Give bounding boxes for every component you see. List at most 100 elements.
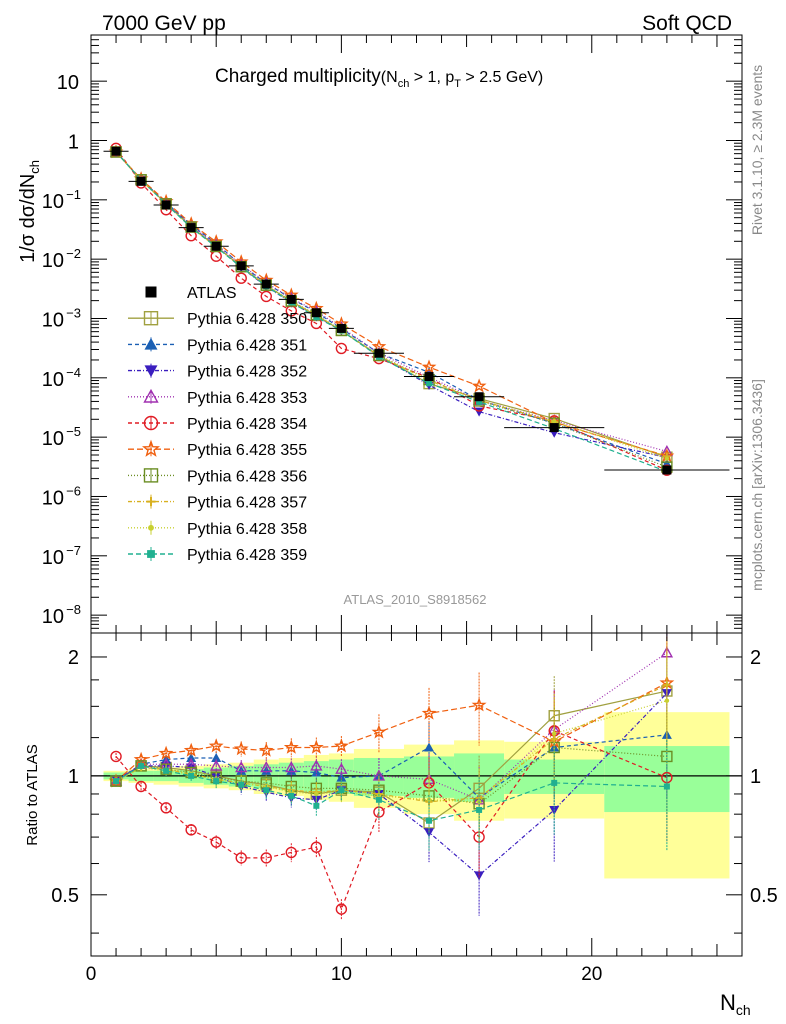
legend: ATLAS Pythia 6.428 350 Pythia 6.428 351 Pyt… bbox=[128, 285, 307, 564]
legend-label-1: Pythia 6.428 350 bbox=[187, 311, 307, 328]
legend-entry-10: Pythia 6.428 359 bbox=[128, 547, 307, 564]
series-9-ratio-point-0 bbox=[113, 778, 120, 785]
series-3-ratio-point-6 bbox=[260, 761, 273, 773]
legend-entry-4: Pythia 6.428 353 bbox=[128, 388, 307, 407]
legend-entry-7: Pythia 6.428 356 bbox=[128, 468, 307, 485]
atlas-point-12 bbox=[474, 392, 484, 402]
series-2-main-line bbox=[115, 151, 668, 459]
series-9-ratio-point-6 bbox=[263, 787, 270, 794]
legend-label-3: Pythia 6.428 352 bbox=[187, 364, 307, 381]
atlas-point-8 bbox=[311, 308, 321, 318]
y-tick-label-7: 10 −1 bbox=[42, 187, 81, 213]
legend-entry-3: Pythia 6.428 352 bbox=[128, 363, 307, 381]
series-0-main-line bbox=[115, 151, 668, 458]
legend-label-0: ATLAS bbox=[187, 285, 237, 302]
y-tick-label-5: 10 −3 bbox=[42, 305, 81, 331]
series-8-main bbox=[113, 149, 670, 461]
atlas-point-10 bbox=[374, 348, 384, 358]
x-tick-label-10: 10 bbox=[331, 964, 352, 985]
series-5-ratio-point-2 bbox=[158, 745, 174, 760]
series-6-ratio-point-0 bbox=[110, 775, 122, 787]
energy-label: 7000 GeV pp bbox=[102, 12, 226, 35]
legend-label-5: Pythia 6.428 354 bbox=[187, 416, 307, 433]
legend-entry-0: ATLAS bbox=[145, 285, 237, 302]
series-5-ratio-point-11 bbox=[421, 705, 437, 720]
series-1-ratio-point-6 bbox=[261, 765, 272, 775]
series-4-ratio-point-1 bbox=[135, 780, 147, 793]
chart-title-main: Charged multiplicity bbox=[215, 66, 381, 87]
series-9-ratio-point-7 bbox=[288, 792, 295, 799]
y-tick-label-mantissa-4: 10 bbox=[42, 369, 64, 391]
atlas-point-7 bbox=[286, 294, 296, 304]
series-2-ratio-point-12 bbox=[474, 871, 485, 881]
series-9-ratio-point-2 bbox=[163, 767, 170, 774]
y-tick-label-exponent-4: −4 bbox=[66, 365, 81, 380]
y-tick-label-9: 10 bbox=[57, 72, 79, 94]
y-tick-label-mantissa-7: 10 bbox=[42, 191, 64, 213]
series-5-main bbox=[108, 144, 675, 463]
y-tick-label-0: 10 −8 bbox=[42, 602, 81, 628]
series-3-ratio-point-5 bbox=[235, 761, 248, 773]
series-1-ratio-point-3 bbox=[186, 752, 197, 762]
series-9-ratio-point-9 bbox=[338, 787, 345, 794]
series-9-ratio-point-3 bbox=[188, 772, 195, 779]
atlas-point-5 bbox=[236, 261, 246, 271]
chart-title: Charged multiplicity(Nch > 1, pT > 2.5 G… bbox=[215, 66, 543, 90]
y-tick-label-mantissa-6: 10 bbox=[42, 250, 64, 272]
series-1-ratio-point-7 bbox=[286, 765, 297, 775]
y-axis-label-sub: ch bbox=[27, 160, 42, 174]
series-5-ratio-point-12 bbox=[471, 697, 487, 712]
series-4-main-point-6 bbox=[260, 290, 272, 303]
series-3-ratio-point-7 bbox=[285, 761, 298, 773]
series-9-ratio-point-13 bbox=[551, 779, 558, 786]
analysis-id-label: ATLAS_2010_S8918562 bbox=[344, 592, 487, 607]
ratio-tick-label-left-0: 0.5 bbox=[51, 885, 79, 907]
legend-entry-9: Pythia 6.428 358 bbox=[128, 520, 307, 538]
series-5-ratio-point-4 bbox=[208, 738, 224, 753]
series-9-ratio-point-12 bbox=[476, 806, 483, 813]
ratio-tick-label-right-1: 1 bbox=[750, 766, 761, 788]
y-tick-label-8: 1 bbox=[68, 131, 79, 153]
ratio-tick-label-left-1: 1 bbox=[68, 766, 79, 788]
mcplots-reference-label: mcplots.cern.ch [arXiv:1306.3436] bbox=[749, 379, 765, 591]
legend-marker-7 bbox=[143, 468, 159, 483]
series-4-ratio-point-0 bbox=[110, 750, 122, 763]
legend-entry-2: Pythia 6.428 351 bbox=[128, 337, 307, 354]
series-5-main-line bbox=[115, 151, 668, 457]
x-axis-label-sub: ch bbox=[736, 1002, 751, 1018]
y-tick-label-exponent-5: −3 bbox=[66, 305, 81, 320]
legend-marker-1 bbox=[143, 311, 159, 326]
y-tick-label-mantissa-1: 10 bbox=[42, 547, 64, 569]
chart-title-cut-sub2: T bbox=[454, 78, 461, 90]
atlas-point-0 bbox=[111, 146, 121, 156]
series-5-ratio-point-8 bbox=[308, 739, 324, 754]
series-8-main-line bbox=[115, 151, 668, 460]
y-tick-label-mantissa-0: 10 bbox=[42, 606, 64, 628]
legend-label-8: Pythia 6.428 357 bbox=[187, 495, 307, 512]
legend-entry-8: Pythia 6.428 357 bbox=[128, 494, 307, 512]
series-4-ratio-point-5 bbox=[235, 852, 247, 864]
series-1-ratio-point-9 bbox=[336, 772, 347, 782]
series-4-ratio-point-7 bbox=[285, 846, 298, 859]
ratio-y-axis-label: Ratio to ATLAS bbox=[24, 744, 41, 845]
y-tick-label-mantissa-2: 10 bbox=[42, 487, 64, 509]
y-tick-label-exponent-7: −1 bbox=[66, 187, 81, 202]
series-9-ratio-point-14 bbox=[663, 783, 670, 790]
chart-title-cut-open: (N bbox=[381, 69, 398, 86]
rivet-version-label: Rivet 3.1.10, ≥ 2.3M events bbox=[749, 65, 765, 235]
series-9-ratio-point-4 bbox=[213, 778, 220, 785]
y-tick-label-6: 10 −2 bbox=[42, 246, 81, 272]
category-label: Soft QCD bbox=[642, 12, 732, 35]
ratio-tick-label-right-2: 2 bbox=[750, 647, 761, 669]
series-9-main-point-11 bbox=[426, 380, 433, 387]
series-5-main-point-11 bbox=[421, 359, 437, 374]
series-1-ratio-point-4 bbox=[211, 752, 222, 762]
x-axis-label: Nch bbox=[720, 990, 751, 1018]
series-9-ratio-point-10 bbox=[375, 796, 382, 803]
legend-label-2: Pythia 6.428 351 bbox=[187, 337, 307, 354]
chart-title-cut-sub1: ch bbox=[398, 78, 410, 90]
legend-marker-8 bbox=[146, 497, 156, 507]
series-4-ratio-point-4 bbox=[210, 836, 222, 848]
legend-marker-6 bbox=[142, 439, 160, 457]
